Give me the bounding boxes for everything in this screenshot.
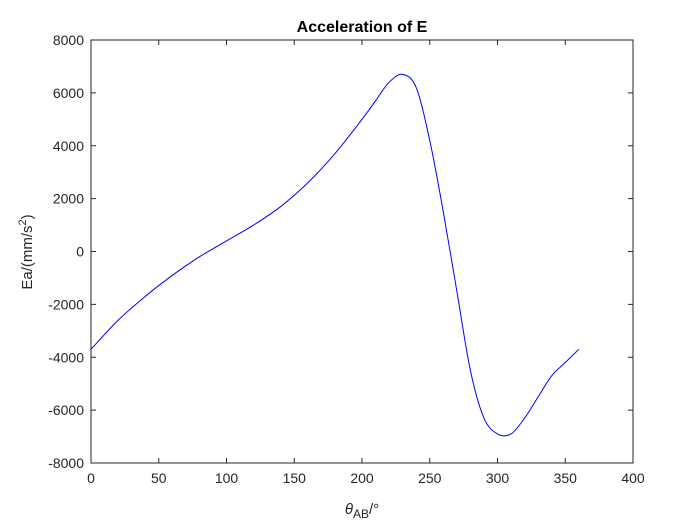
x-axis-label-subscript: AB — [353, 507, 369, 521]
y-tick-label: 0 — [76, 244, 84, 260]
x-axis-label-main: θ — [345, 501, 353, 518]
x-tick-label: 200 — [350, 470, 374, 486]
x-tick-label: 300 — [486, 470, 510, 486]
y-tick-label: 8000 — [53, 32, 84, 48]
y-tick-label: 4000 — [53, 138, 84, 154]
chart-title: Acceleration of E — [297, 19, 428, 36]
x-tick-label: 100 — [215, 470, 239, 486]
y-tick-label: 2000 — [53, 191, 84, 207]
x-tick-label: 350 — [554, 470, 578, 486]
y-tick-label: -4000 — [48, 349, 84, 365]
y-axis-label: Ea/(mm/s2) — [17, 214, 36, 289]
y-axis-label-main: Ea/(mm/s — [19, 225, 36, 289]
axes: 0 50 100 150 200 250 300 350 400 -8000 -6000 -4000 -… — [48, 32, 645, 486]
y-tick-label: 6000 — [53, 85, 84, 101]
x-tick-label: 50 — [151, 470, 167, 486]
y-tick-label: -6000 — [48, 402, 84, 418]
series-group — [90, 73, 580, 437]
y-axis-label-suffix: ) — [19, 214, 36, 219]
plot-box — [90, 39, 634, 464]
y-tick-label: -8000 — [48, 455, 84, 471]
x-axis-label: θAB/° — [345, 501, 379, 521]
y-tick-label: -2000 — [48, 296, 84, 312]
x-tick-label: 0 — [87, 470, 95, 486]
x-tick-label: 250 — [418, 470, 442, 486]
x-axis-label-suffix: /° — [369, 501, 379, 518]
x-tick-label: 400 — [621, 470, 645, 486]
series-line-0 — [90, 73, 580, 437]
y-axis-label-superscript: 2 — [17, 219, 29, 225]
x-tick-label: 150 — [283, 470, 307, 486]
